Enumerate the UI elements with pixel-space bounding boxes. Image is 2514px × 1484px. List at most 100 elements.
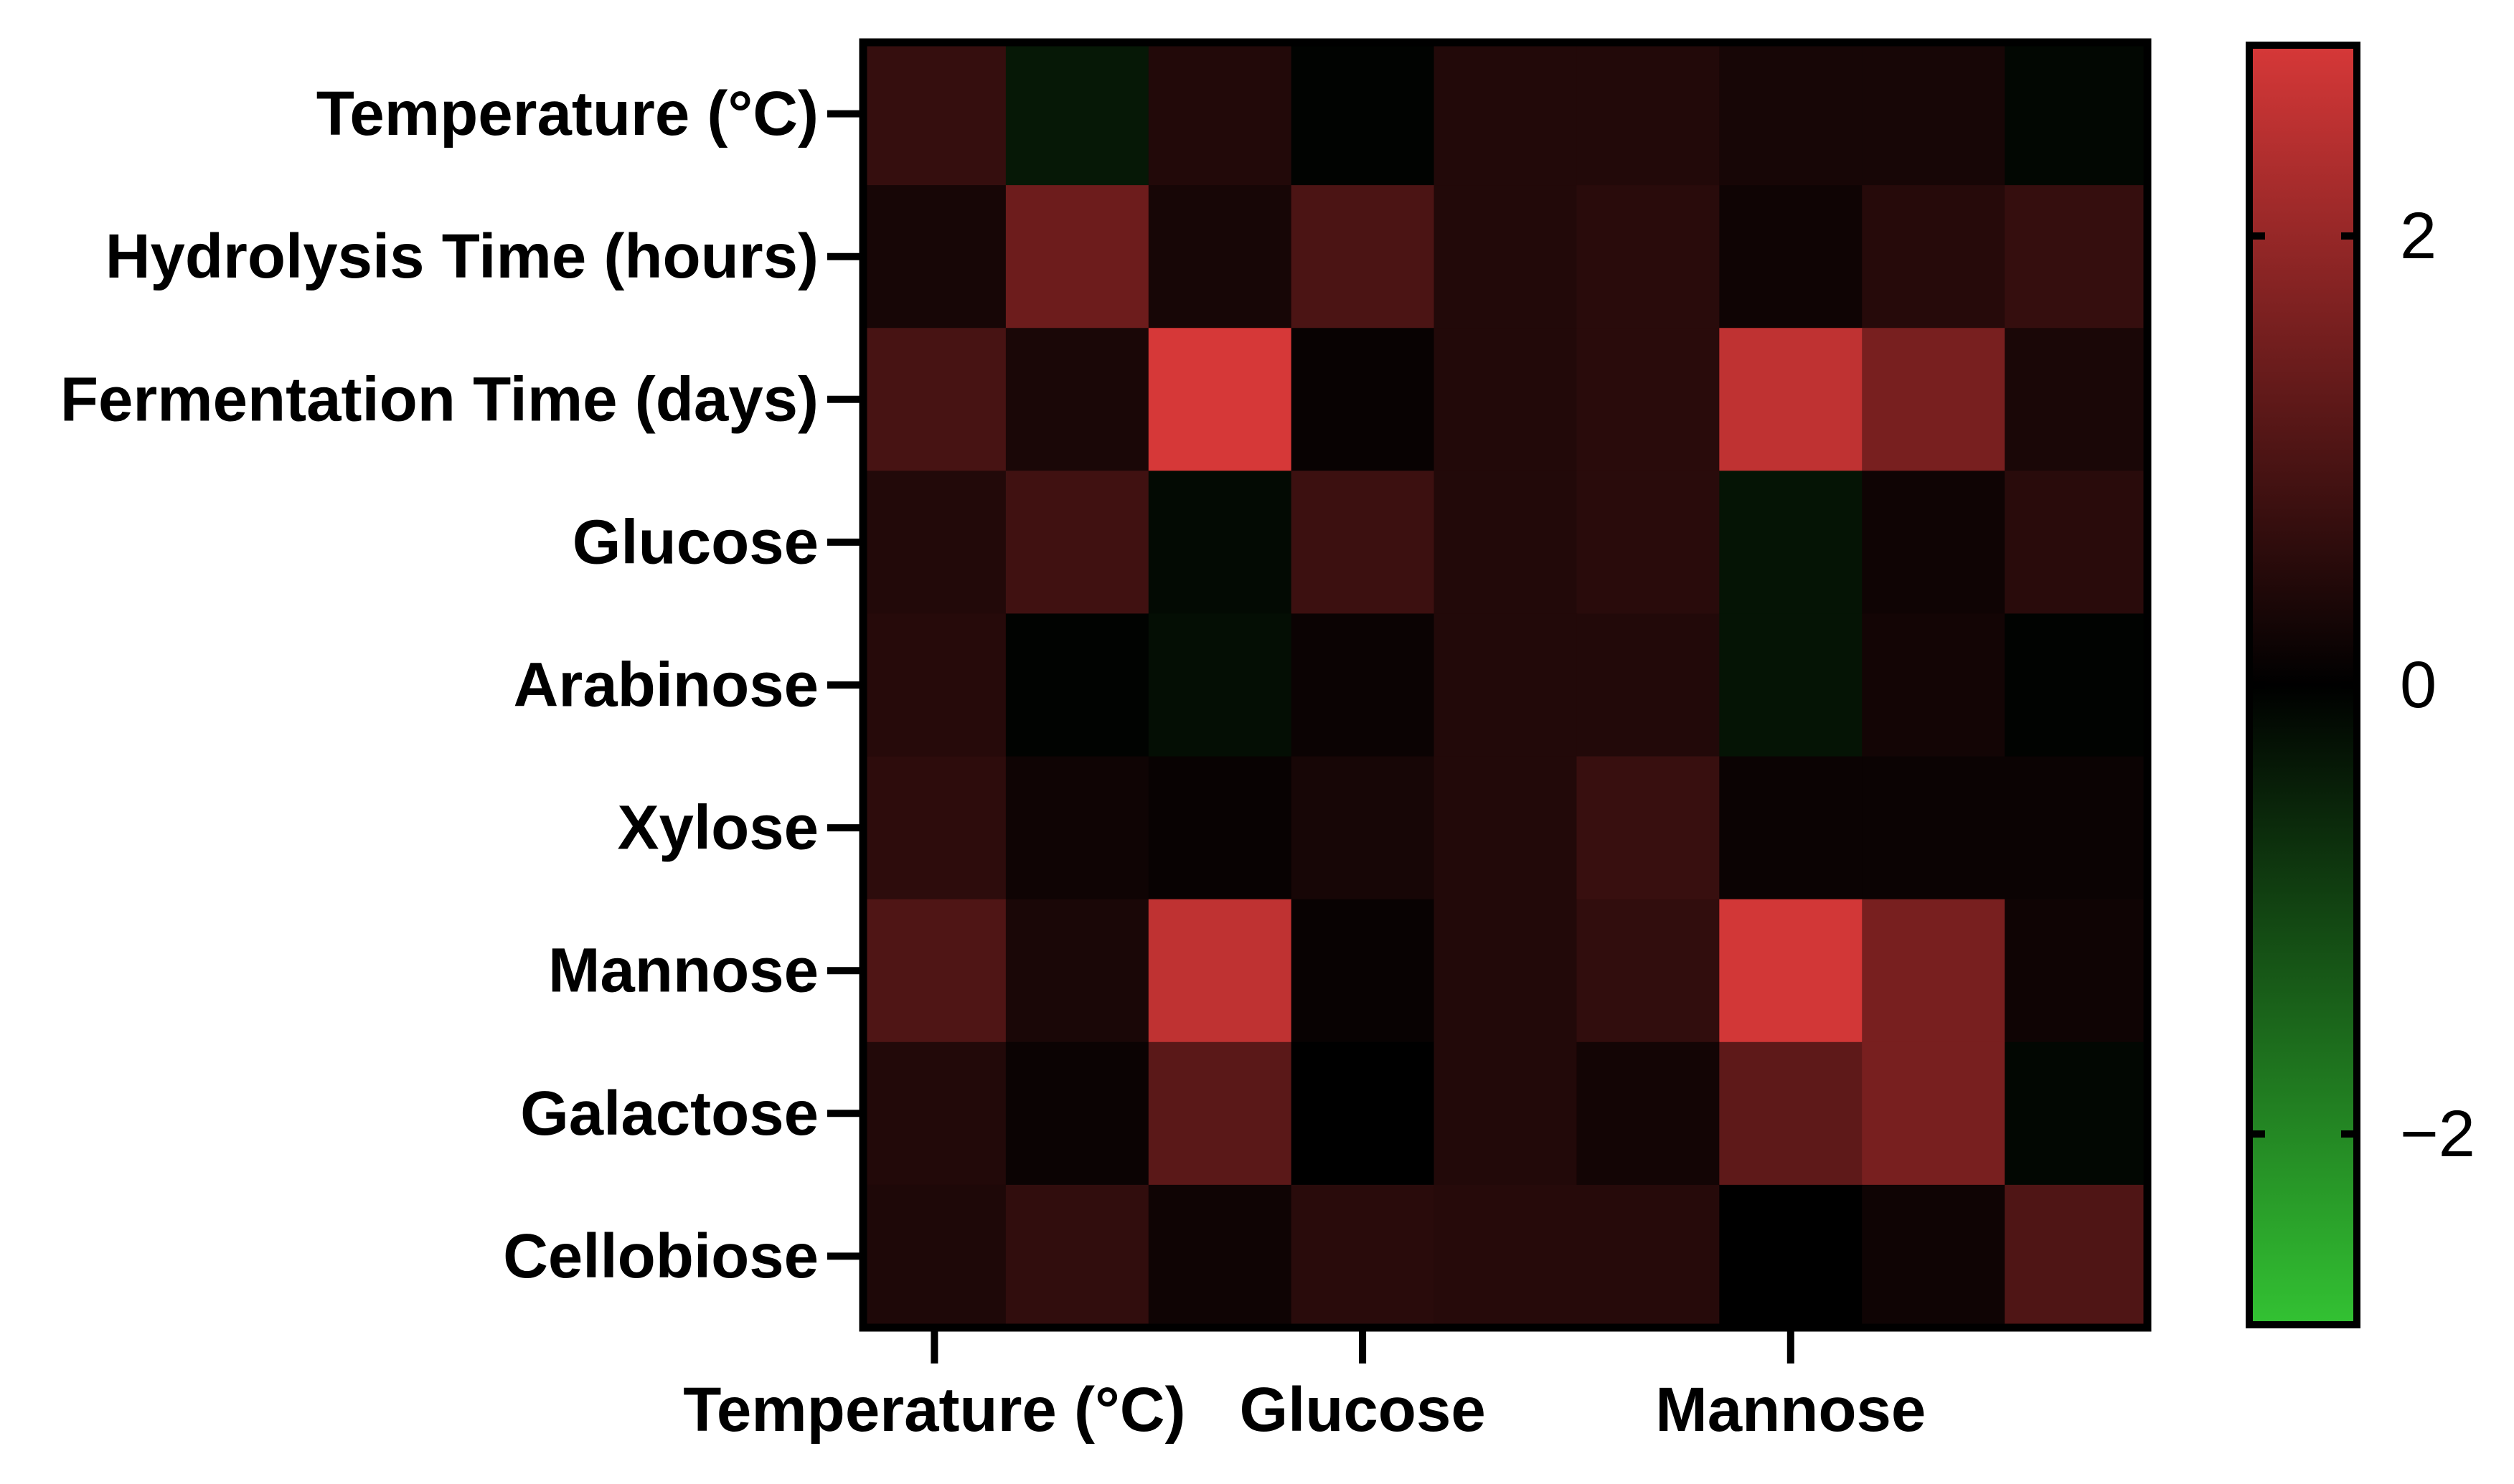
heatmap-cell — [1862, 185, 2005, 329]
heatmap-cell — [1433, 328, 1578, 471]
heatmap-cell — [863, 899, 1007, 1043]
heatmap-cell — [1148, 1041, 1292, 1186]
heatmap-cell — [1576, 185, 1720, 329]
heatmap-cell — [2005, 185, 2148, 329]
heatmap-cell — [1005, 471, 1149, 615]
heatmap-cell — [1862, 42, 2005, 186]
colorbar-tick-label: −2 — [2400, 1097, 2475, 1171]
heatmap-cell — [1719, 1041, 1863, 1186]
heatmap-cell — [1005, 1184, 1149, 1328]
heatmap-cell — [1433, 756, 1578, 900]
heatmap-cell — [1148, 42, 1292, 186]
heatmap-cell — [1148, 185, 1292, 329]
heatmap-cell — [1433, 185, 1578, 329]
heatmap-cell — [1005, 42, 1149, 186]
heatmap-cell — [1291, 1041, 1435, 1186]
heatmap-cell — [1291, 185, 1435, 329]
heatmap-cell — [1576, 756, 1720, 900]
heatmap-cell — [1719, 471, 1863, 615]
heatmap-cell — [1148, 756, 1292, 900]
heatmap-cell — [863, 42, 1007, 186]
heatmap-cell — [1291, 328, 1435, 471]
heatmap-cell — [2005, 899, 2148, 1043]
heatmap-cell — [1148, 328, 1292, 471]
heatmap-cell — [2005, 613, 2148, 757]
heatmap-cell — [1433, 1041, 1578, 1186]
x-tick-label: Temperature (°C) — [683, 1375, 1185, 1445]
y-tick-label: Mannose — [548, 936, 819, 1006]
heatmap-cell — [1433, 899, 1578, 1043]
y-tick-label: Arabinose — [514, 651, 819, 720]
heatmap-cell — [863, 1184, 1007, 1328]
y-tick-label: Glucose — [573, 507, 819, 577]
y-axis: Temperature (°C) Hydrolysis Time (hours) F… — [60, 79, 863, 1291]
heatmap-cell — [863, 471, 1007, 615]
heatmap-cell — [863, 185, 1007, 329]
heatmap-cell — [2005, 42, 2148, 186]
heatmap-cell — [2005, 1041, 2148, 1186]
heatmap-cell — [1433, 42, 1578, 186]
y-tick-label: Hydrolysis Time (hours) — [105, 222, 819, 291]
heatmap-cell — [1005, 613, 1149, 757]
heatmap-cell — [863, 613, 1007, 757]
heatmap-cell — [863, 1041, 1007, 1186]
heatmap-cell — [1433, 1184, 1578, 1328]
heatmap-cell — [1719, 1184, 1863, 1328]
x-axis: Temperature (°C) Glucose Mannose — [683, 1328, 1926, 1445]
heatmap-cell — [1576, 471, 1720, 615]
heatmap-cell — [1291, 756, 1435, 900]
heatmap-cell — [1148, 899, 1292, 1043]
heatmap-cell — [1005, 899, 1149, 1043]
y-tick-label: Xylose — [618, 793, 819, 863]
heatmap-cell — [1005, 185, 1149, 329]
heatmap-cell — [1433, 613, 1578, 757]
y-tick-label: Cellobiose — [503, 1221, 819, 1291]
heatmap-cell — [2005, 756, 2148, 900]
heatmap-cell — [1719, 42, 1863, 186]
heatmap-cell — [1576, 1041, 1720, 1186]
heatmap-cell — [1719, 328, 1863, 471]
y-tick-label: Galactose — [520, 1079, 819, 1148]
heatmap-cell — [1148, 471, 1292, 615]
x-tick-label: Glucose — [1239, 1375, 1485, 1445]
heatmap-cell — [1576, 899, 1720, 1043]
heatmap-cell — [1862, 471, 2005, 615]
heatmap-cell — [1291, 899, 1435, 1043]
heatmap-cell — [1862, 328, 2005, 471]
heatmap-cell — [1433, 471, 1578, 615]
y-tick-label: Fermentation Time (days) — [60, 364, 819, 434]
heatmap-cell — [1005, 1041, 1149, 1186]
heatmap-cell — [1291, 471, 1435, 615]
heatmap-cell — [1862, 1041, 2005, 1186]
x-tick-label: Mannose — [1655, 1375, 1926, 1445]
colorbar-gradient — [2246, 42, 2360, 1328]
heatmap-cell — [1576, 1184, 1720, 1328]
heatmap-cell — [1719, 185, 1863, 329]
colorbar-axis: 2 0 −2 — [2249, 199, 2475, 1171]
heatmap-cell — [1719, 756, 1863, 900]
heatmap-cell — [1576, 613, 1720, 757]
heatmap-cell — [1862, 899, 2005, 1043]
y-tick-label: Temperature (°C) — [316, 79, 819, 148]
heatmap-cell — [1719, 613, 1863, 757]
heatmap-cell — [1148, 1184, 1292, 1328]
colorbar-tick-label: 0 — [2400, 648, 2437, 722]
heatmap-cell — [1862, 1184, 2005, 1328]
heatmap-cell — [1862, 756, 2005, 900]
heatmap-cell — [1862, 613, 2005, 757]
heatmap-cell — [1291, 613, 1435, 757]
heatmap-cell — [1291, 1184, 1435, 1328]
heatmap-cell — [2005, 328, 2148, 471]
heatmap-cell — [1719, 899, 1863, 1043]
heatmap-cell — [863, 328, 1007, 471]
heatmap-cell — [1576, 42, 1720, 186]
heatmap-cell — [1005, 756, 1149, 900]
heatmap-cell — [1291, 42, 1435, 186]
colorbar — [2246, 42, 2360, 1328]
heatmap-cell — [2005, 471, 2148, 615]
heatmap-cell — [1576, 328, 1720, 471]
heatmap-cell — [1148, 613, 1292, 757]
heatmap-cells — [863, 42, 2148, 1328]
colorbar-tick-label: 2 — [2400, 199, 2437, 273]
